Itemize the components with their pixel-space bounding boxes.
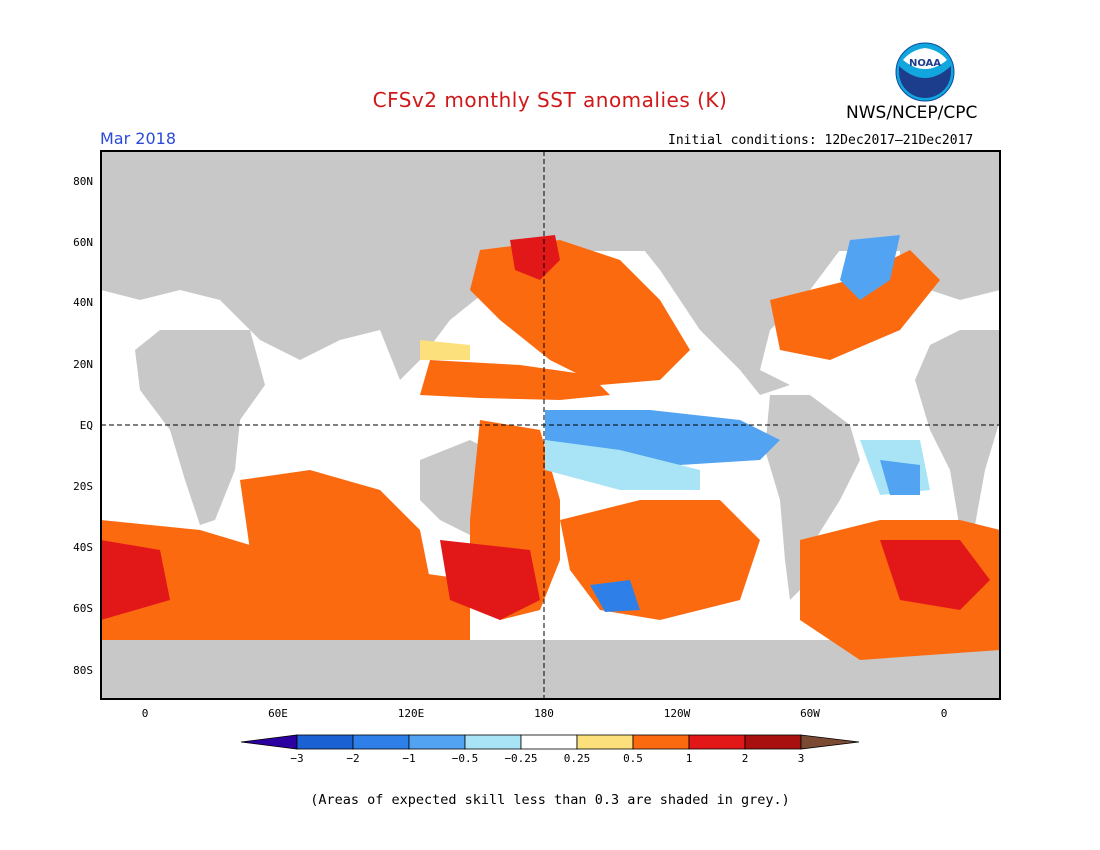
agency-label: NWS/NCEP/CPC: [846, 103, 978, 123]
chart-title: CFSv2 monthly SST anomalies (K): [372, 88, 728, 112]
colorbar-box-8: [688, 734, 746, 750]
colorbar-box-1: [296, 734, 354, 750]
anomaly-atl-blue: [880, 460, 920, 495]
sst-field: [101, 151, 1000, 699]
colorbar-label-0: −3: [290, 752, 303, 765]
map-figure: 80N 60N 40N 20N EQ 20S 40S 60S 80S 0 60E…: [73, 150, 1001, 765]
forecast-month: Mar 2018: [100, 129, 176, 148]
anomaly-tropwp-orange: [420, 360, 610, 400]
x-tick-0: 0: [142, 707, 149, 720]
y-axis-labels: 80N 60N 40N 20N EQ 20S 40S 60S 80S: [73, 175, 93, 677]
anomaly-so-band-orange: [101, 520, 470, 640]
anomaly-np-red: [510, 235, 560, 280]
anomaly-so-red-mid: [440, 540, 540, 620]
y-tick-80n: 80N: [73, 175, 93, 188]
y-tick-60s: 60S: [73, 602, 93, 615]
initial-conditions: Initial conditions: 12Dec2017–21Dec2017: [668, 133, 974, 148]
land-greenland: [820, 170, 900, 240]
y-tick-eq: EQ: [80, 419, 93, 432]
x-axis-labels: 0 60E 120E 180 120W 60W 0: [142, 707, 948, 720]
colorbar-high-triangle: [800, 734, 860, 750]
colorbar-label-7: 1: [686, 752, 693, 765]
anomaly-so-red-left: [101, 540, 170, 620]
land-africa: [135, 330, 265, 525]
x-tick-60w: 60W: [800, 707, 820, 720]
y-tick-20n: 20N: [73, 358, 93, 371]
x-tick-0b: 0: [941, 707, 948, 720]
y-tick-20s: 20S: [73, 480, 93, 493]
anomaly-natl-orange: [770, 250, 940, 360]
colorbar-label-8: 2: [742, 752, 749, 765]
logo-text: NOAA: [909, 58, 941, 69]
land-americas-north: [640, 230, 840, 395]
anomaly-np-orange: [470, 240, 690, 385]
colorbar-box-7: [632, 734, 690, 750]
colorbar: −3 −2 −1 −0.5 −0.25 0.25 0.5 1 2 3: [240, 734, 860, 765]
noaa-logo: NOAA: [895, 42, 955, 102]
land-africa-right: [915, 330, 1000, 530]
anomaly-sp-blue: [590, 580, 640, 612]
x-tick-180: 180: [534, 707, 554, 720]
colorbar-label-6: 0.5: [623, 752, 643, 765]
anomaly-eqpac-lightblue: [545, 440, 700, 490]
colorbar-box-9: [744, 734, 802, 750]
x-tick-120w: 120W: [664, 707, 691, 720]
y-tick-40n: 40N: [73, 296, 93, 309]
colorbar-box-2: [352, 734, 410, 750]
colorbar-label-2: −1: [402, 752, 415, 765]
colorbar-label-5: 0.25: [564, 752, 591, 765]
colorbar-box-4: [464, 734, 522, 750]
x-tick-60e: 60E: [268, 707, 288, 720]
colorbar-label-1: −2: [346, 752, 359, 765]
colorbar-label-9: 3: [798, 752, 805, 765]
land-americas-south: [765, 395, 860, 600]
anomaly-so-red-right: [880, 540, 990, 610]
y-tick-80s: 80S: [73, 664, 93, 677]
colorbar-box-6: [576, 734, 634, 750]
x-tick-120e: 120E: [398, 707, 425, 720]
y-tick-40s: 40S: [73, 541, 93, 554]
colorbar-box-5: [520, 734, 578, 750]
colorbar-low-triangle: [240, 734, 298, 750]
skill-footnote: (Areas of expected skill less than 0.3 a…: [310, 792, 790, 808]
colorbar-label-3: −0.5: [452, 752, 479, 765]
anomaly-tropwp-yellow: [420, 340, 470, 360]
colorbar-label-4: −0.25: [504, 752, 537, 765]
anomaly-eqpac-blue: [545, 410, 780, 465]
anomaly-nwatl-blue: [840, 235, 900, 300]
land-eurasia: [101, 190, 530, 380]
y-tick-60n: 60N: [73, 236, 93, 249]
colorbar-box-3: [408, 734, 466, 750]
